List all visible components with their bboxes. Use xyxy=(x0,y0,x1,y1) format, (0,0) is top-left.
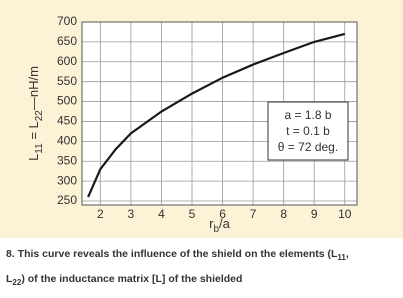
x-tick-label: 7 xyxy=(250,207,257,221)
y-axis-label: L11 = L22—nH/m xyxy=(26,66,45,161)
data-line xyxy=(87,32,346,198)
caption-text: L xyxy=(6,273,13,285)
y-tick-label: 650 xyxy=(57,34,77,48)
x-axis-label-part: b xyxy=(213,224,219,235)
caption-text: 8. This curve reveals the influence of t… xyxy=(6,248,338,260)
x-tick-label: 2 xyxy=(97,207,104,221)
x-tick-label: 6 xyxy=(219,207,226,221)
y-tick-label: 500 xyxy=(57,94,77,108)
x-axis-label: rb/a xyxy=(209,216,231,235)
caption-line: L22) of the inductance matrix [L] of the… xyxy=(6,273,242,287)
caption-text: ) of the inductance matrix [L] of the sh… xyxy=(21,273,242,285)
y-axis-label-part: 22 xyxy=(34,110,45,122)
caption-text: , xyxy=(346,248,349,260)
y-tick-label: 300 xyxy=(57,173,77,187)
annotation: θ = 72 deg. xyxy=(278,140,338,154)
plot-frame xyxy=(81,21,358,206)
x-axis-label-part: /a xyxy=(219,216,231,231)
y-tick-label: 350 xyxy=(57,153,77,167)
x-axis-label-part: r xyxy=(209,216,214,231)
x-tick-label: 5 xyxy=(189,207,196,221)
caption-sub: 11 xyxy=(337,253,346,262)
x-tick-label: 8 xyxy=(280,207,287,221)
y-tick-label: 400 xyxy=(57,134,77,148)
y-axis-label-part: —nH/m xyxy=(26,66,41,110)
annotation-box xyxy=(267,101,349,161)
x-tick-label: 9 xyxy=(311,207,318,221)
y-axis-label-part: L xyxy=(26,154,41,161)
annotation: t = 0.1 b xyxy=(286,124,330,138)
y-axis-label-part: = L xyxy=(26,121,41,143)
y-tick-label: 450 xyxy=(57,114,77,128)
x-tick-label: 3 xyxy=(128,207,135,221)
annotation: a = 1.8 b xyxy=(284,108,331,122)
y-tick-label: 600 xyxy=(57,54,77,68)
y-tick-label: 700 xyxy=(57,14,77,28)
caption-sub: 22 xyxy=(12,278,21,287)
x-tick-label: 4 xyxy=(158,207,165,221)
y-axis-label-part: 11 xyxy=(34,143,45,154)
y-tick-label: 250 xyxy=(57,193,77,207)
caption-line: 8. This curve reveals the influence of t… xyxy=(6,248,349,262)
plot: 250 300 350 400 450 500 550 600 650 700 2 3 4 5 6 7 8 9 10… xyxy=(26,14,358,235)
x-tick-label: 10 xyxy=(338,207,352,221)
y-tick-label: 550 xyxy=(57,74,77,88)
